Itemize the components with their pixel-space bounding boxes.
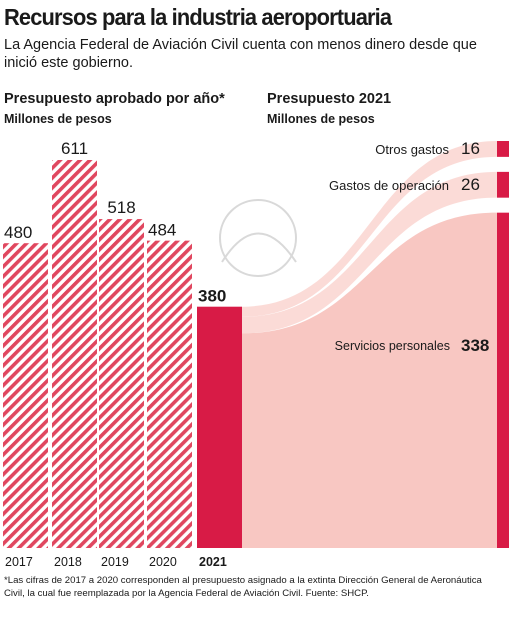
value-label-2020: 484 <box>148 221 176 240</box>
annual-budget-heading: Presupuesto aprobado por año* <box>4 91 225 107</box>
flow-personnel-services <box>242 212 497 548</box>
flow-other-expenses <box>242 141 497 317</box>
chart-subtitle: La Agencia Federal de Aviación Civil cue… <box>4 37 477 71</box>
value-label-operating-expenses: 26 <box>461 175 480 194</box>
category-label-personnel-services: Servicios personales <box>335 339 450 353</box>
flow-operating-expenses <box>242 171 497 334</box>
year-label-2021: 2021 <box>199 555 227 569</box>
year-label-2019: 2019 <box>101 555 129 569</box>
watermark-emblem <box>219 199 297 277</box>
value-label-2019: 518 <box>107 198 135 217</box>
annual-budget-units: Millones de pesos <box>4 112 112 126</box>
bar-2017 <box>3 243 48 548</box>
value-label-other-expenses: 16 <box>461 139 480 158</box>
budget-2021-heading: Presupuesto 2021 <box>267 91 392 107</box>
bar-2018 <box>52 160 97 548</box>
segment-other-expenses <box>497 141 509 157</box>
value-label-2017: 480 <box>4 223 32 242</box>
year-label-2017: 2017 <box>5 555 33 569</box>
value-label-2021: 380 <box>198 287 226 306</box>
budget-2021-units: Millones de pesos <box>267 112 375 126</box>
segment-operating-expenses <box>497 171 509 198</box>
watermark-arc <box>221 232 297 263</box>
category-label-other-expenses: Otros gastos <box>375 142 449 157</box>
chart-title: Recursos para la industria aeroportuaria <box>4 4 392 30</box>
year-label-2020: 2020 <box>149 555 177 569</box>
segment-personnel-services <box>497 212 509 548</box>
year-label-2018: 2018 <box>54 555 82 569</box>
bar-2020 <box>147 240 192 548</box>
bar-2021 <box>197 306 242 548</box>
footnote: *Las cifras de 2017 a 2020 corresponden … <box>4 575 482 599</box>
value-label-personnel-services: 338 <box>461 336 489 355</box>
value-label-2018: 611 <box>61 139 88 158</box>
category-label-operating-expenses: Gastos de operación <box>329 178 449 193</box>
bar-2019 <box>99 219 144 548</box>
